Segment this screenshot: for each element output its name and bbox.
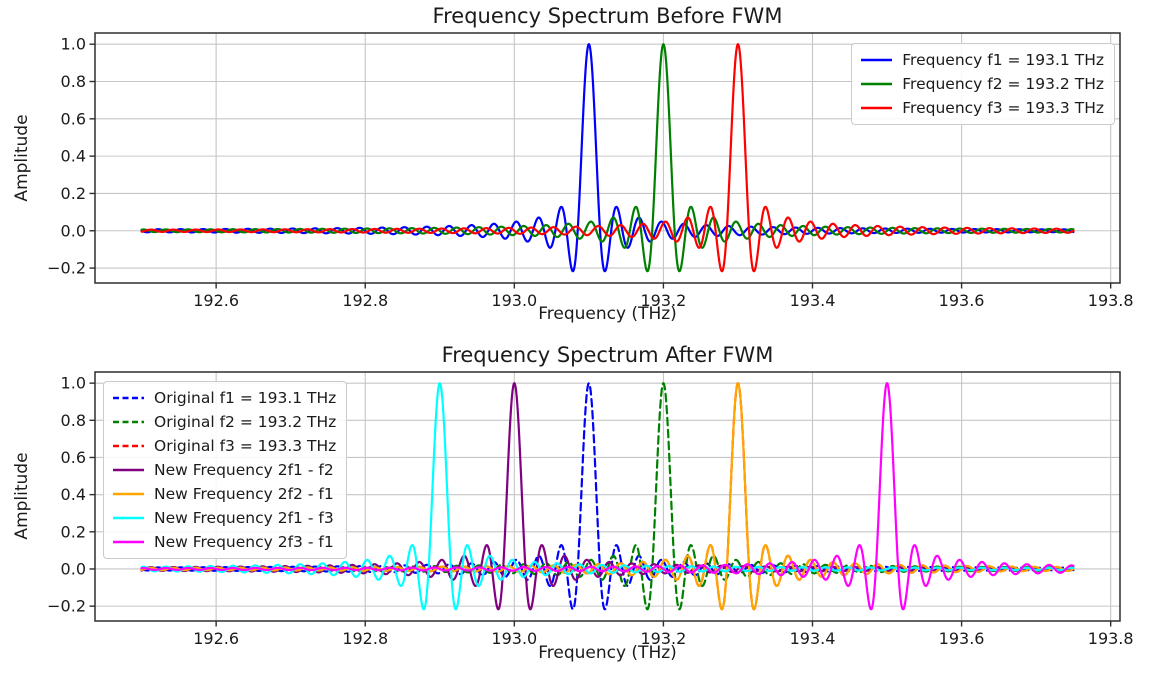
after-fwm-legend: Original f1 = 193.1 THz Original f2 = 193… — [103, 381, 348, 559]
legend-label: Frequency f1 = 193.1 THz — [902, 51, 1104, 69]
legend-label: New Frequency 2f1 - f3 — [154, 509, 334, 527]
y-tick-label: 0.6 — [61, 109, 86, 128]
legend-item: Frequency f3 = 193.3 THz — [860, 96, 1104, 120]
legend-item: New Frequency 2f2 - f1 — [112, 482, 336, 506]
curves-group — [140, 382, 1075, 611]
y-tick-label: 0.4 — [61, 485, 86, 504]
before-fwm-legend: Frequency f1 = 193.1 THz Frequency f2 = 1… — [851, 43, 1115, 125]
x-tick-label: 193.4 — [790, 291, 836, 310]
y-tick-label: 0.2 — [61, 184, 86, 203]
before-fwm-title: Frequency Spectrum Before FWM — [432, 4, 783, 28]
y-tick-label: 1.0 — [61, 35, 86, 54]
legend-swatch-line — [861, 58, 893, 62]
x-tick-label: 193.0 — [491, 291, 537, 310]
x-tick-label: 193.8 — [1088, 291, 1134, 310]
y-tick-label: 0.6 — [61, 448, 86, 467]
y-tick-label: 0.0 — [61, 221, 86, 240]
after-fwm-ylabel: Amplitude — [12, 452, 32, 540]
series-curve — [140, 382, 1075, 611]
legend-item: Original f2 = 193.2 THz — [112, 410, 336, 434]
legend-swatch-line — [113, 516, 144, 520]
axes-frame — [94, 32, 1121, 284]
x-tick-label: 193.0 — [491, 629, 537, 648]
x-tick-label: 193.2 — [641, 291, 687, 310]
legend-item: Original f3 = 193.3 THz — [112, 434, 336, 458]
x-tick-label: 192.6 — [193, 629, 239, 648]
y-tick-label: 0.8 — [61, 411, 86, 430]
y-tick-label: −0.2 — [47, 597, 86, 616]
series-curve — [140, 43, 1075, 273]
legend-label: Frequency f3 = 193.3 THz — [902, 99, 1104, 117]
axes-frame — [94, 371, 1121, 622]
legend-swatch-line — [861, 106, 893, 110]
x-tick-label: 193.8 — [1088, 629, 1134, 648]
legend-item: Original f1 = 193.1 THz — [112, 386, 336, 410]
legend-item: Frequency f1 = 193.1 THz — [860, 48, 1104, 72]
series-curve — [140, 382, 1075, 611]
legend-label: Frequency f2 = 193.2 THz — [902, 75, 1104, 93]
x-tick-label: 192.8 — [342, 629, 388, 648]
legend-swatch-line — [113, 468, 144, 472]
x-tick-label: 193.2 — [641, 629, 687, 648]
x-tick-label: 193.6 — [939, 291, 985, 310]
legend-label: New Frequency 2f1 - f2 — [154, 461, 334, 479]
legend-item: New Frequency 2f3 - f1 — [112, 530, 336, 554]
y-tick-label: 1.0 — [61, 374, 86, 393]
after-fwm-title: Frequency Spectrum After FWM — [441, 343, 774, 367]
legend-label: Original f3 = 193.3 THz — [154, 437, 337, 455]
before-fwm-plot: 192.6 192.8 193.0 193.2 193.4 193.6 193.8 1.0 0.… — [47, 32, 1134, 310]
legend-swatch-line — [861, 82, 893, 86]
before-fwm-ylabel: Amplitude — [12, 114, 32, 202]
x-tick-label: 193.6 — [939, 629, 985, 648]
legend-swatch-line — [113, 540, 144, 544]
legend-label: New Frequency 2f2 - f1 — [154, 485, 334, 503]
x-tick-label: 192.6 — [193, 291, 239, 310]
after-fwm-xlabel: Frequency (THz) — [538, 643, 677, 663]
legend-item: Frequency f2 = 193.2 THz — [860, 72, 1104, 96]
before-fwm-xlabel: Frequency (THz) — [538, 304, 677, 324]
y-tick-label: 0.8 — [61, 72, 86, 91]
legend-swatch-line — [113, 420, 144, 424]
legend-label: Original f1 = 193.1 THz — [154, 389, 337, 407]
x-tick-label: 193.4 — [790, 629, 836, 648]
y-tick-label: −0.2 — [47, 259, 86, 278]
legend-item: New Frequency 2f1 - f3 — [112, 506, 336, 530]
legend-swatch-line — [113, 396, 144, 400]
legend-swatch-line — [113, 492, 144, 496]
x-tick-label: 192.8 — [342, 291, 388, 310]
legend-label: New Frequency 2f3 - f1 — [154, 533, 334, 551]
curves-group — [140, 43, 1075, 273]
legend-swatch-line — [113, 444, 144, 448]
after-fwm-plot: 192.6 192.8 193.0 193.2 193.4 193.6 193.8 1.0 0.… — [47, 371, 1134, 648]
y-tick-label: 0.2 — [61, 522, 86, 541]
y-tick-label: 0.4 — [61, 147, 86, 166]
legend-item: New Frequency 2f1 - f2 — [112, 458, 336, 482]
legend-label: Original f2 = 193.2 THz — [154, 413, 337, 431]
y-tick-label: 0.0 — [61, 559, 86, 578]
